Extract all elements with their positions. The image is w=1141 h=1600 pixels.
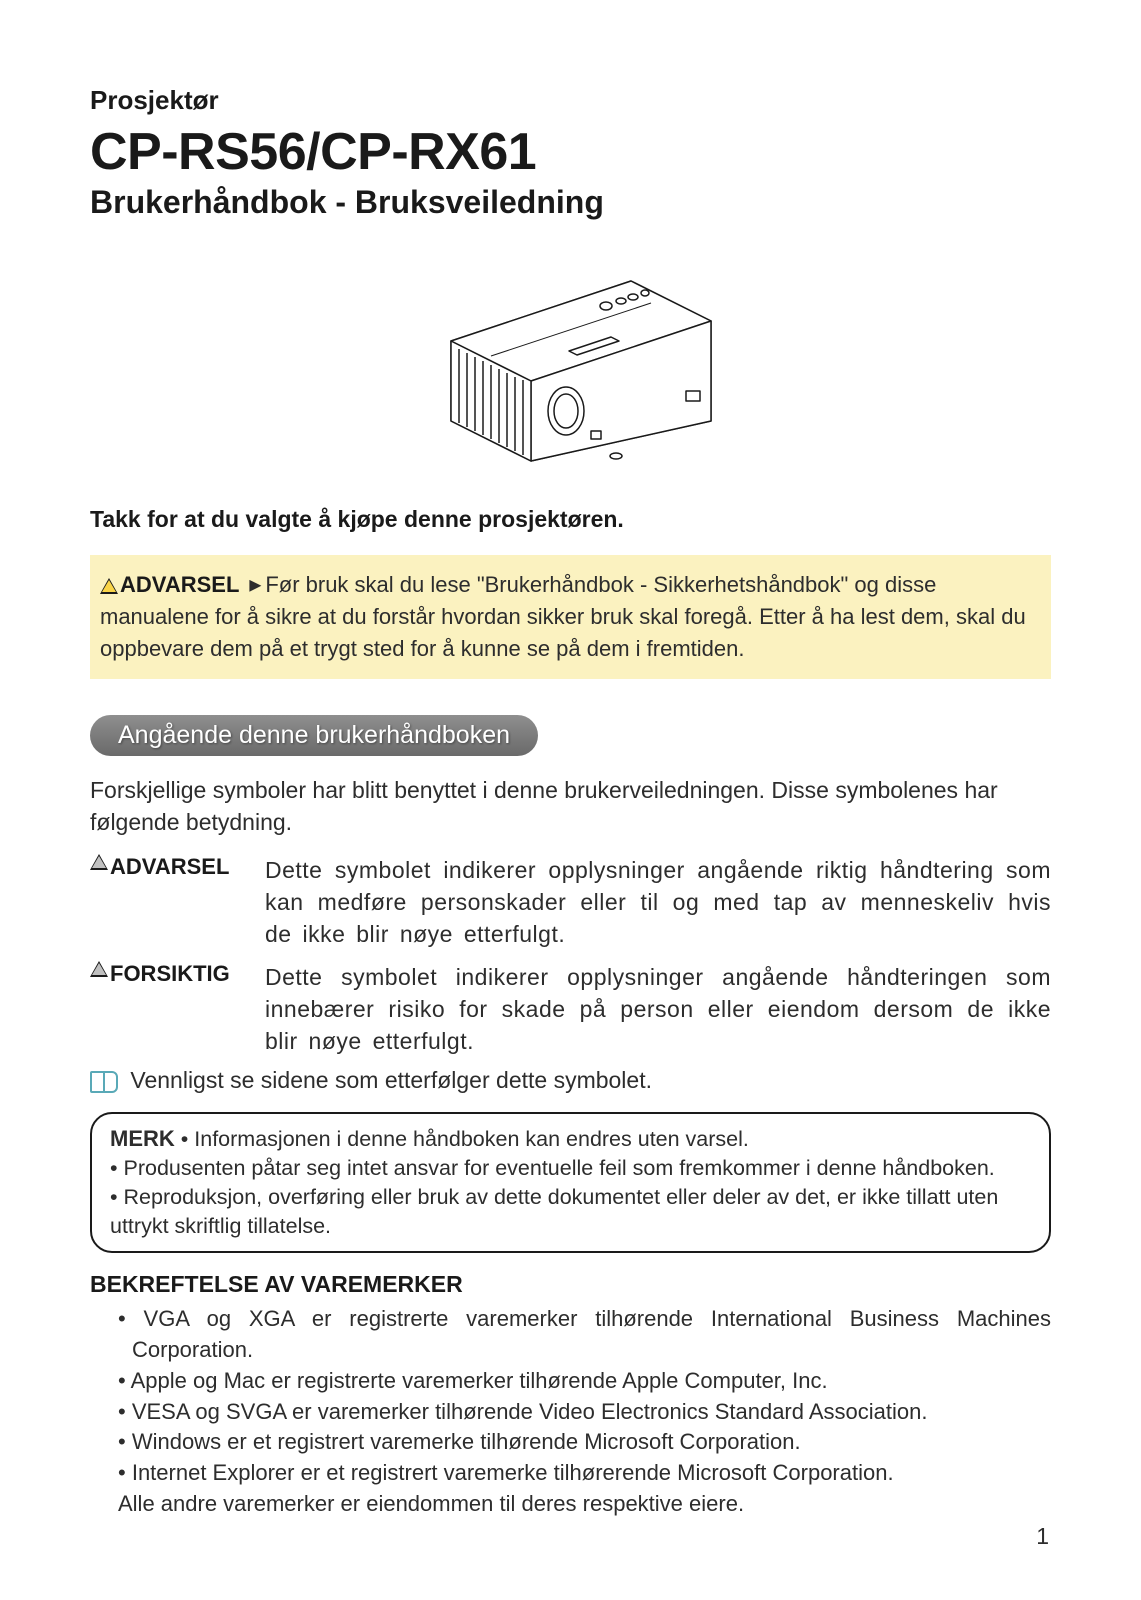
trademark-item: • Apple og Mac er registrerte varemerker… — [118, 1366, 1051, 1397]
forsiktig-label: FORSIKTIG — [110, 961, 230, 987]
forsiktig-desc: Dette symbolet indikerer opplysninger an… — [265, 961, 1051, 1058]
thanks-text: Takk for at du valgte å kjøpe denne pros… — [90, 506, 1051, 533]
see-pages-row: Vennligst se sidene som etterfølger dett… — [90, 1067, 1051, 1094]
advarsel-desc: Dette symbolet indikerer opplysninger an… — [265, 854, 1051, 951]
symbol-row-advarsel: ADVARSEL Dette symbolet indikerer opplys… — [90, 854, 1051, 951]
page-number: 1 — [1036, 1523, 1049, 1550]
symbol-table: ADVARSEL Dette symbolet indikerer opplys… — [90, 854, 1051, 1057]
trademark-item: • Windows er et registrert varemerke til… — [118, 1427, 1051, 1458]
trademark-item: • Internet Explorer er et registrert var… — [118, 1458, 1051, 1489]
note-item-0: Informasjonen i denne håndboken kan endr… — [194, 1127, 749, 1151]
warning-triangle-icon — [90, 961, 108, 977]
advarsel-label: ADVARSEL — [110, 854, 229, 880]
product-illustration — [90, 251, 1051, 476]
warning-label: ADVARSEL — [120, 572, 239, 597]
note-item-2: Reproduksjon, overføring eller bruk av d… — [110, 1185, 998, 1238]
trademark-item: • VESA og SVGA er varemerker tilhørende … — [118, 1397, 1051, 1428]
category-label: Prosjektør — [90, 85, 1051, 116]
note-item-1: Produsenten påtar seg intet ansvar for e… — [124, 1156, 995, 1180]
book-icon — [90, 1071, 118, 1093]
warning-triangle-icon — [90, 854, 108, 870]
section-header: Angående denne brukerhåndboken — [90, 715, 538, 756]
trademark-header: BEKREFTELSE AV VAREMERKER — [90, 1271, 1051, 1298]
arrow-icon: ► — [246, 575, 266, 597]
section-intro: Forskjellige symboler har blitt benyttet… — [90, 774, 1051, 838]
warning-box: ADVARSEL ►Før bruk skal du lese "Brukerh… — [90, 555, 1051, 679]
warning-text: Før bruk skal du lese "Brukerhåndbok - S… — [100, 572, 1026, 661]
trademark-item: • VGA og XGA er registrerte varemerker t… — [118, 1304, 1051, 1366]
model-title: CP-RS56/CP-RX61 — [90, 122, 1051, 182]
note-box: MERK • Informasjonen i denne håndboken k… — [90, 1112, 1051, 1253]
trademark-final: Alle andre varemerker er eiendommen til … — [90, 1491, 1051, 1517]
warning-triangle-icon — [100, 578, 118, 594]
subtitle: Brukerhåndbok - Bruksveiledning — [90, 184, 1051, 221]
see-pages-text: Vennligst se sidene som etterfølger dett… — [130, 1067, 652, 1093]
trademark-list: • VGA og XGA er registrerte varemerker t… — [90, 1304, 1051, 1489]
note-label: MERK — [110, 1126, 175, 1151]
symbol-row-forsiktig: FORSIKTIG Dette symbolet indikerer opply… — [90, 961, 1051, 1058]
